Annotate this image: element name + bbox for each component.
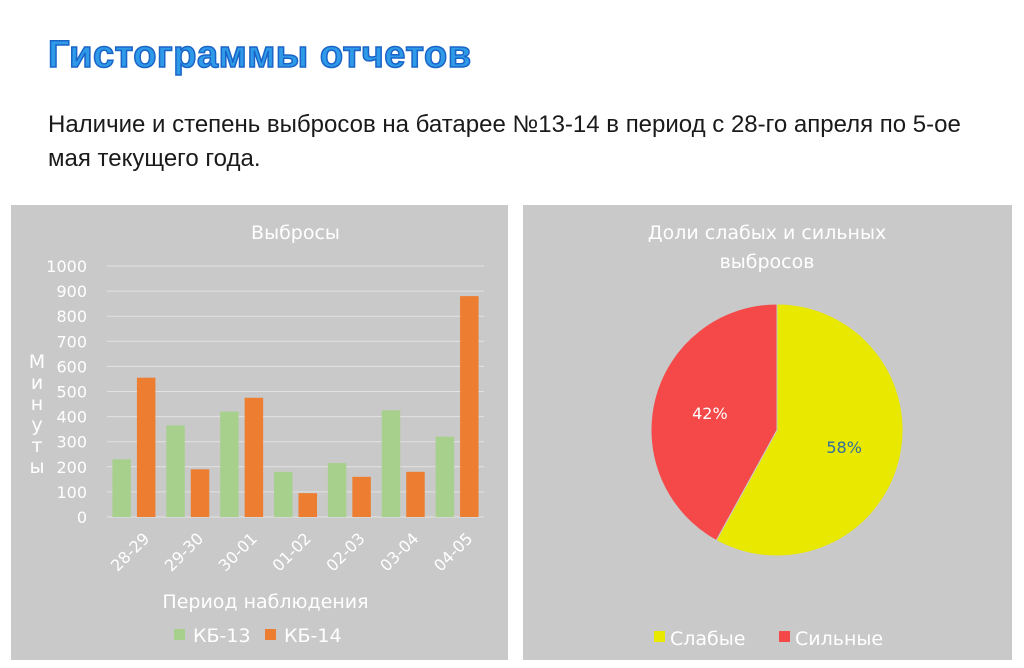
y-axis-label-letter: ы <box>29 456 44 478</box>
bar-chart-title: Выбросы <box>251 222 340 244</box>
bar-kb13 <box>112 459 131 517</box>
slide-subtitle: Наличие и степень выбросов на батарее №1… <box>48 111 961 172</box>
bar-kb14 <box>244 397 264 517</box>
y-axis-label-letter: н <box>31 393 43 415</box>
bar-chart-panel: Выбросы 0 100 200 300 400 500 600 700 800 900 1000 М… <box>11 205 508 660</box>
x-tick-label: 04-05 <box>430 529 476 575</box>
pie-slice-weak <box>715 303 904 557</box>
legend-swatch <box>779 631 790 642</box>
x-tick-label: 01-02 <box>268 529 314 575</box>
y-tick-label: 700 <box>56 332 87 351</box>
pie-chart: Доли слабых и сильных выбросов 58% 42% Слабы… <box>648 222 904 650</box>
x-tick-label: 29-30 <box>161 529 207 575</box>
x-tick-label: 30-01 <box>215 529 261 575</box>
bar-kb13 <box>381 410 401 517</box>
y-tick-label: 300 <box>56 433 87 452</box>
y-tick-label: 500 <box>56 383 87 402</box>
bar-kb14 <box>190 469 210 517</box>
x-tick-label: 03-04 <box>376 529 422 575</box>
pie-data-label: 58% <box>826 438 862 457</box>
legend-swatch <box>654 631 665 642</box>
pie-data-label: 42% <box>692 404 728 423</box>
slide-title: Гистограммы отчетов <box>47 33 472 77</box>
pie-slice-strong <box>650 303 778 542</box>
pie-chart-title: выбросов <box>720 251 815 273</box>
bar-kb13 <box>435 436 455 517</box>
y-axis-label-letter: М <box>29 351 45 373</box>
y-axis-label-letter: и <box>31 372 43 394</box>
pie-chart-panel: Доли слабых и сильных выбросов 58% 42% Слабы… <box>523 205 1012 660</box>
y-tick-label: 900 <box>56 282 87 301</box>
pie-chart-title: Доли слабых и сильных <box>648 222 886 244</box>
x-tick-label: 02-03 <box>322 529 368 575</box>
bar-kb13 <box>274 471 293 517</box>
y-tick-label: 600 <box>56 357 87 376</box>
legend-label: Слабые <box>670 628 745 650</box>
y-tick-label: 1000 <box>46 257 87 276</box>
y-axis-label-letter: у <box>31 414 42 436</box>
legend-label: КБ-13 <box>193 625 251 647</box>
y-tick-label: 400 <box>56 408 87 427</box>
bar-kb14 <box>136 377 156 517</box>
bar-kb13 <box>166 425 185 517</box>
legend-label: КБ-14 <box>284 625 342 647</box>
legend-swatch <box>265 629 276 640</box>
x-axis-label: Период наблюдения <box>162 591 368 613</box>
y-tick-label: 0 <box>77 508 87 527</box>
bar-kb14 <box>298 493 317 517</box>
bar-kb14 <box>352 476 371 517</box>
bar-kb13 <box>220 411 239 517</box>
y-tick-label: 800 <box>56 307 87 326</box>
x-tick-label: 28-29 <box>107 529 153 575</box>
y-tick-label: 100 <box>56 483 87 502</box>
legend-label: Сильные <box>795 628 883 650</box>
bar-chart: Выбросы 0 100 200 300 400 500 600 700 800 900 1000 М… <box>29 222 484 647</box>
bar-kb14 <box>460 296 479 517</box>
bar-kb14 <box>406 471 425 517</box>
bar-kb13 <box>327 463 347 517</box>
legend-swatch <box>174 629 185 640</box>
y-axis-label-letter: т <box>31 435 42 457</box>
y-tick-label: 200 <box>56 458 87 477</box>
